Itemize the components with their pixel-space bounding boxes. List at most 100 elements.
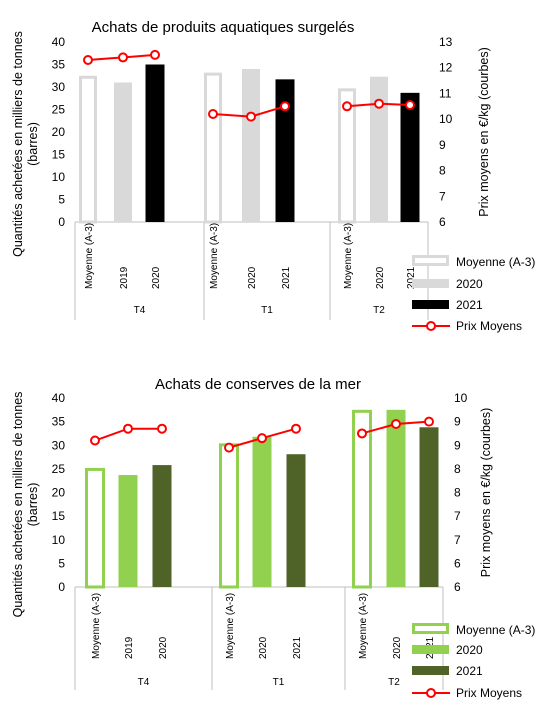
price-point: [280, 101, 290, 112]
legend-label: Prix Moyens: [456, 319, 522, 333]
legend-swatch-mid: [412, 279, 449, 288]
price-point: [118, 52, 128, 63]
group-label: T2: [373, 305, 385, 316]
bar-moyenne: [85, 467, 105, 589]
category-label: 2019: [124, 636, 135, 659]
y2-tick-label: 11: [439, 86, 452, 100]
y2-tick-label: 7: [454, 533, 461, 547]
y-axis-label-line: Quantités achetées en milliers de tonnes: [11, 31, 25, 257]
chart-title: Achats de conserves de la mer: [155, 376, 361, 393]
y-axis-label-line: (barres): [26, 483, 40, 527]
price-point: [90, 435, 100, 446]
y2-tick-label: 10: [454, 391, 468, 405]
bar-current-year: [145, 64, 165, 222]
y-tick-label: 0: [58, 215, 65, 229]
chart-title: Achats de produits aquatiques surgelés: [92, 19, 355, 36]
group-label: T4: [138, 677, 150, 688]
y-tick-label: 15: [52, 509, 66, 523]
y-tick-label: 25: [52, 103, 66, 117]
price-point: [83, 55, 93, 65]
y-tick-label: 35: [52, 58, 66, 72]
legend-label: Moyenne (A-3): [456, 255, 535, 269]
y2-tick-label: 8: [439, 164, 446, 178]
group-label: T1: [273, 677, 285, 688]
price-point: [342, 101, 352, 112]
bar-moyenne: [79, 75, 97, 224]
y-axis-label-line: (barres): [26, 122, 40, 166]
y-tick-label: 0: [58, 580, 65, 594]
bar-previous-year: [118, 475, 138, 587]
bar-previous-year: [114, 82, 132, 222]
legend-label: 2021: [456, 298, 483, 312]
price-point: [374, 98, 384, 109]
price-point: [391, 418, 401, 429]
category-label: 2021: [406, 266, 417, 289]
bar-previous-year: [252, 436, 272, 587]
category-label: Moyenne (A-3): [225, 593, 236, 659]
group-label: T2: [388, 677, 400, 688]
legend-label: Prix Moyens: [456, 686, 522, 700]
price-point: [357, 428, 367, 439]
y-tick-label: 40: [52, 391, 66, 405]
y2-axis-label: Prix moyens en €/kg (courbes): [479, 408, 493, 578]
category-label: 2020: [247, 266, 258, 289]
category-label: 2021: [292, 636, 303, 659]
y2-axis-label: Prix moyens en €/kg (courbes): [477, 47, 491, 217]
bar-current-year: [152, 465, 172, 587]
y-tick-label: 10: [52, 170, 66, 184]
y2-tick-label: 9: [454, 415, 461, 429]
bar-previous-year: [242, 69, 260, 222]
category-label: 2021: [281, 266, 292, 289]
legend-label: 2021: [456, 664, 483, 678]
bar-moyenne: [352, 409, 372, 589]
category-label: 2020: [375, 266, 386, 289]
price-point: [424, 416, 434, 427]
bar-current-year: [286, 454, 306, 587]
price-point: [157, 423, 167, 434]
bar-previous-year: [370, 76, 388, 223]
price-point: [246, 111, 256, 122]
y2-tick-label: 6: [454, 556, 461, 570]
y-tick-label: 30: [52, 80, 66, 94]
y2-tick-label: 6: [439, 215, 446, 229]
y-axis-label-line: Quantités achetées en milliers de tonnes: [11, 392, 25, 618]
y-tick-label: 25: [52, 462, 66, 476]
legend-swatch-moyenne: [412, 255, 449, 266]
y-tick-label: 20: [52, 486, 66, 500]
y-tick-label: 5: [58, 556, 65, 570]
category-label: Moyenne (A-3): [343, 223, 354, 289]
price-point: [123, 423, 133, 434]
price-point: [150, 49, 160, 60]
y2-tick-label: 8: [454, 462, 461, 476]
bar-moyenne: [338, 88, 356, 224]
bar-current-year: [275, 79, 295, 222]
y-tick-label: 10: [52, 533, 66, 547]
legend-label: 2020: [456, 277, 483, 291]
y-tick-label: 5: [58, 193, 65, 207]
y2-tick-label: 7: [454, 509, 461, 523]
y-axis-label: Quantités achetées en milliers de tonnes…: [11, 392, 40, 618]
category-label: Moyenne (A-3): [91, 593, 102, 659]
group-label: T4: [134, 305, 146, 316]
y2-tick-label: 9: [454, 438, 461, 452]
y2-tick-label: 10: [439, 112, 453, 126]
price-point: [405, 100, 415, 110]
legend-label: Moyenne (A-3): [456, 623, 535, 637]
legend-swatch-moyenne: [412, 623, 449, 634]
legend-swatch-price-point: [426, 688, 436, 698]
category-label: 2020: [392, 636, 403, 659]
bar-moyenne: [219, 443, 239, 589]
bar-previous-year: [386, 409, 406, 587]
y-tick-label: 20: [52, 125, 66, 139]
y2-tick-label: 13: [439, 35, 453, 49]
y2-tick-label: 9: [439, 138, 446, 152]
legend-label: 2020: [456, 643, 483, 657]
legend-swatch-price-point: [426, 321, 436, 331]
y-tick-label: 35: [52, 415, 66, 429]
category-label: Moyenne (A-3): [209, 223, 220, 289]
category-label: 2020: [158, 636, 169, 659]
chart-1: Achats de produits aquatiques surgelés 0 5…: [11, 19, 535, 333]
y2-tick-label: 8: [454, 486, 461, 500]
bar-current-year: [419, 427, 439, 587]
